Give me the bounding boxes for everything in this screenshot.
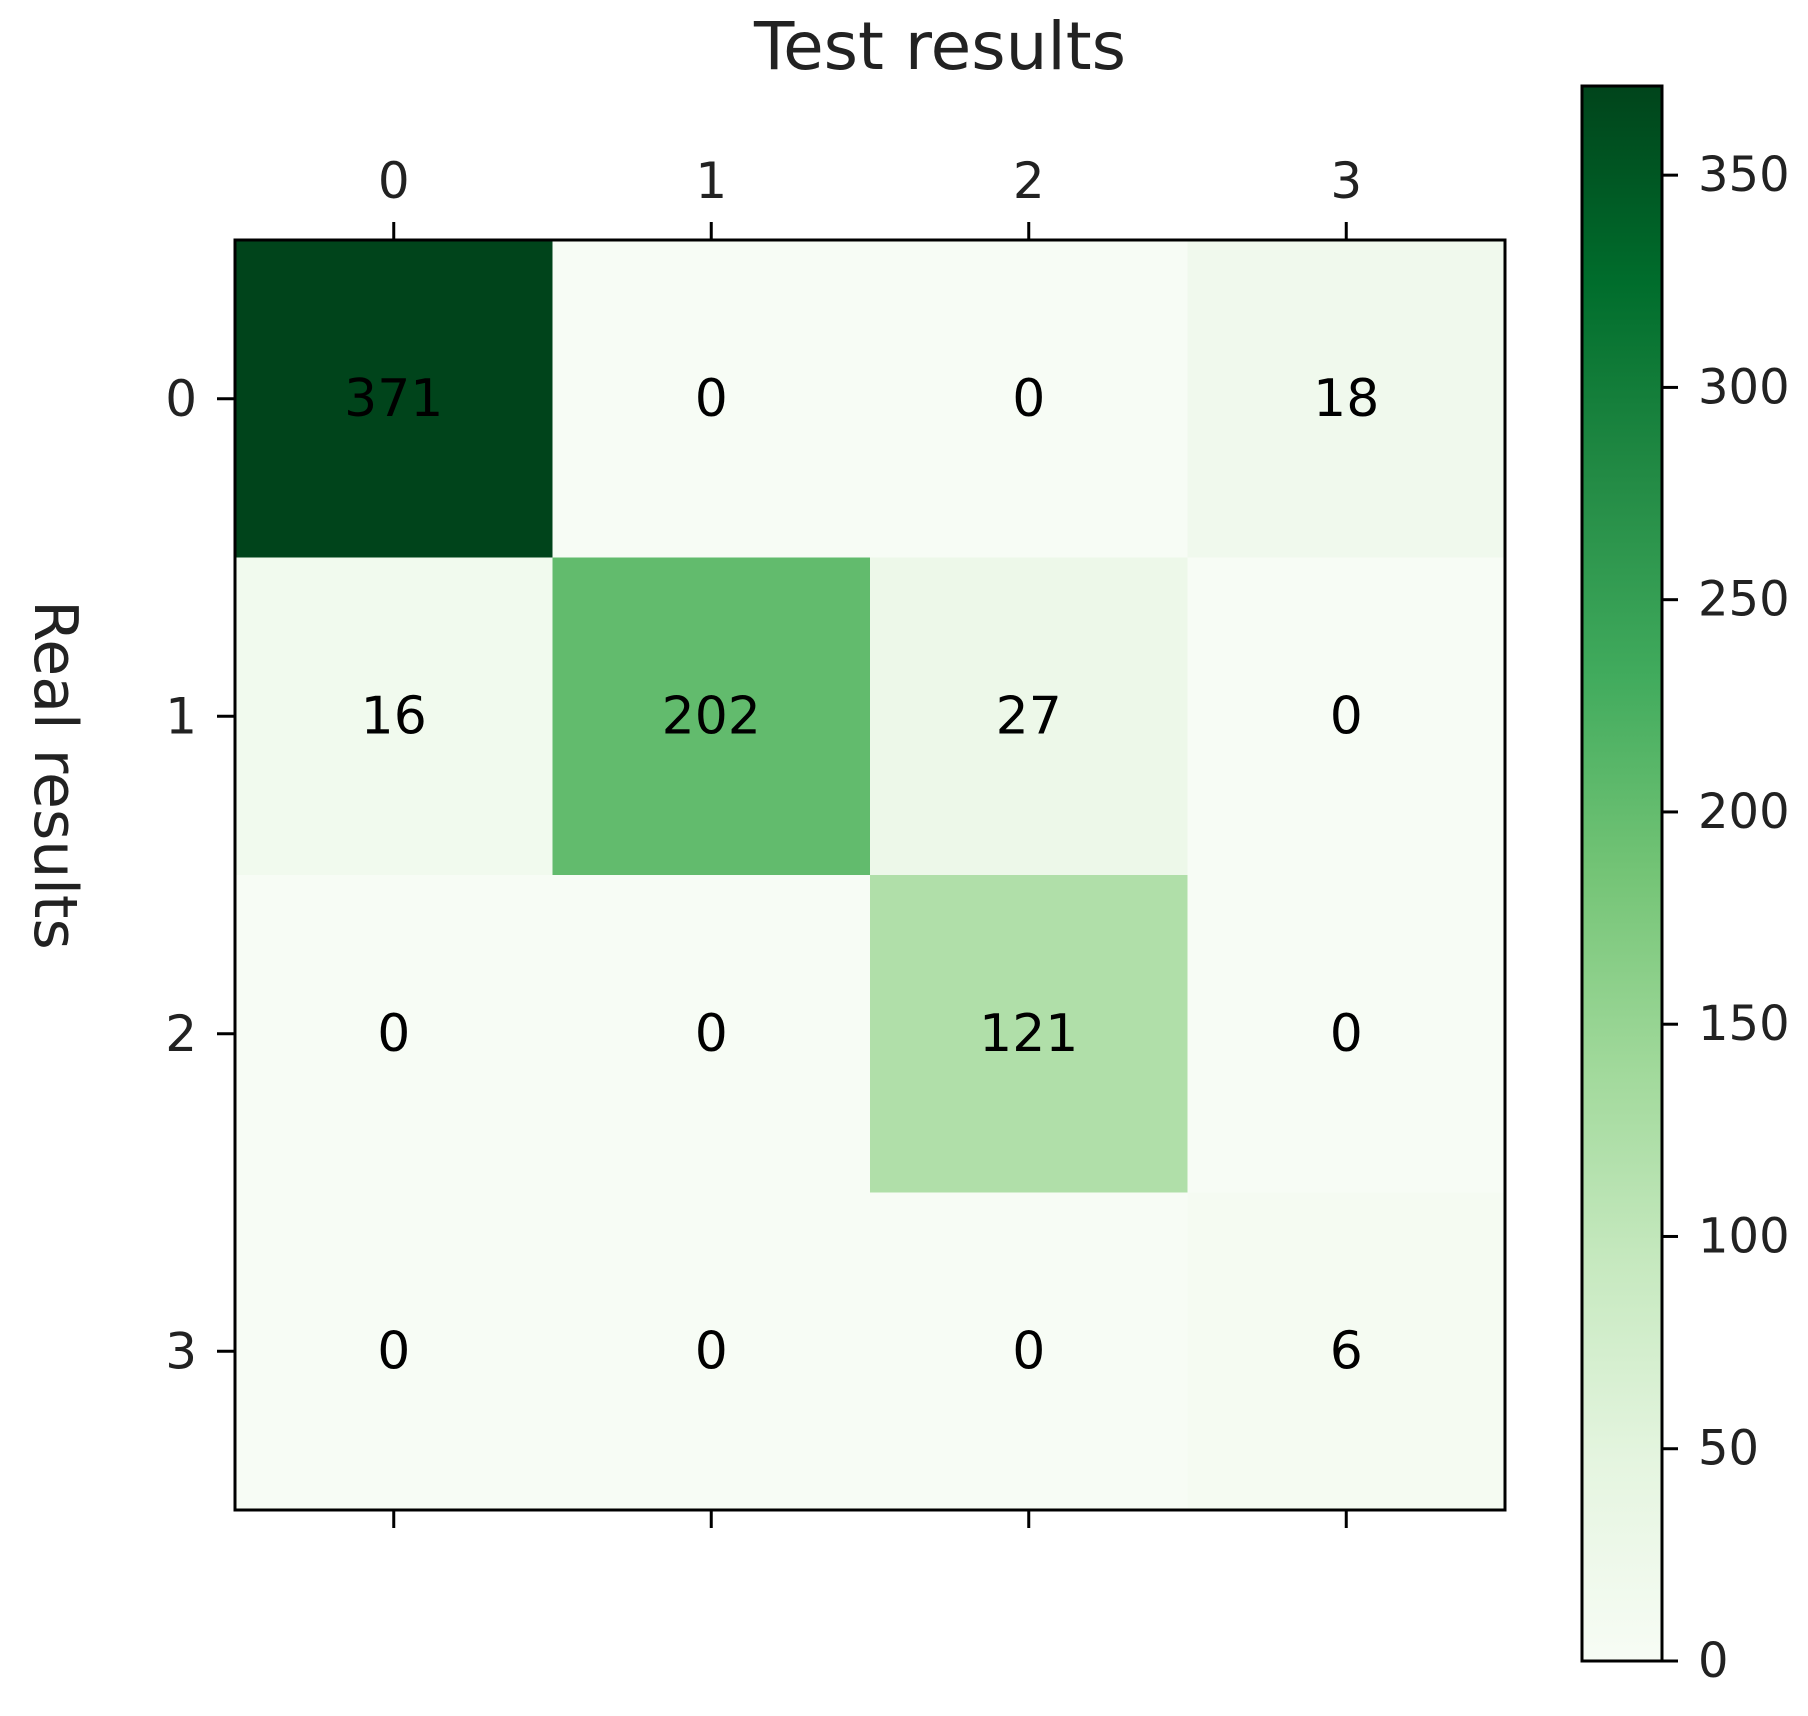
x-tick-label: 1 xyxy=(695,152,727,210)
heatmap-cell xyxy=(552,875,871,1193)
colorbar-tick-label: 350 xyxy=(1698,147,1790,203)
heatmap-cell xyxy=(870,557,1188,876)
heatmap-cell xyxy=(1187,557,1506,876)
y-tick-label: 3 xyxy=(165,1322,197,1380)
x-tick-label: 2 xyxy=(1013,152,1045,210)
heatmap-cell xyxy=(870,240,1188,558)
colorbar-tick-label: 100 xyxy=(1698,1208,1790,1264)
cell-value-label: 27 xyxy=(996,686,1062,746)
cell-value-label: 0 xyxy=(1330,1004,1363,1064)
cell-value-label: 18 xyxy=(1313,369,1379,429)
cell-value-label: 0 xyxy=(695,1004,728,1064)
cell-value-label: 371 xyxy=(344,369,443,429)
cell-value-label: 0 xyxy=(377,1321,410,1381)
x-tick-label: 3 xyxy=(1330,152,1362,210)
cell-value-label: 0 xyxy=(1330,686,1363,746)
cell-value-label: 16 xyxy=(361,686,427,746)
heatmap-cell xyxy=(1187,240,1506,558)
heatmap-cell xyxy=(235,1192,553,1511)
y-axis-label: Real results xyxy=(20,600,90,950)
y-tick-label: 1 xyxy=(165,687,197,745)
heatmap-cell xyxy=(870,1192,1188,1511)
colorbar-tick-label: 300 xyxy=(1698,359,1790,415)
heatmap-cells xyxy=(235,240,1506,1511)
colorbar-tick-label: 150 xyxy=(1698,996,1790,1052)
cell-value-label: 0 xyxy=(1012,369,1045,429)
x-tick-label: 0 xyxy=(378,152,410,210)
y-tick-label: 0 xyxy=(165,370,197,428)
heatmap-cell xyxy=(870,875,1188,1193)
heatmap-cell xyxy=(1187,1192,1506,1511)
colorbar xyxy=(1580,84,1664,1663)
y-tick-label: 2 xyxy=(165,1005,197,1063)
plot-frame xyxy=(233,238,1507,1512)
cell-value-label: 0 xyxy=(695,1321,728,1381)
colorbar-tick-label: 250 xyxy=(1698,572,1790,628)
axis-ticks: 0 1 2 3 0 1 2 3 xyxy=(165,152,1362,1528)
cell-value-label: 0 xyxy=(1012,1321,1045,1381)
chart-title: Test results xyxy=(753,8,1127,85)
cell-value-label: 0 xyxy=(695,369,728,429)
colorbar-tick-label: 50 xyxy=(1698,1421,1759,1477)
heatmap-cell xyxy=(235,240,553,558)
heatmap-cell xyxy=(552,557,871,876)
cell-value-labels: 371 0 0 18 16 202 27 0 0 0 121 0 0 0 0 6 xyxy=(344,369,1379,1382)
cell-value-label: 202 xyxy=(662,686,761,746)
colorbar-tick-label: 0 xyxy=(1698,1633,1729,1689)
heatmap-cell xyxy=(235,557,553,876)
heatmap-cell xyxy=(552,240,871,558)
heatmap-cell xyxy=(235,875,553,1193)
cell-value-label: 121 xyxy=(979,1004,1078,1064)
cell-value-label: 6 xyxy=(1330,1321,1363,1381)
colorbar-tick-label: 200 xyxy=(1698,784,1790,840)
cell-value-label: 0 xyxy=(377,1004,410,1064)
heatmap-cell xyxy=(552,1192,871,1511)
colorbar-ticks: 0 50 100 150 200 250 300 350 xyxy=(1662,147,1790,1689)
heatmap-cell xyxy=(1187,875,1506,1193)
